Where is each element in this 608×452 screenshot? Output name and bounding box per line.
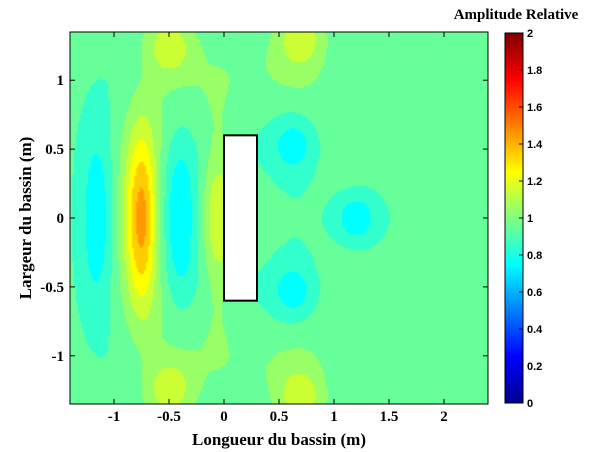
colorbar-tick-label: 0.8 — [527, 250, 542, 262]
y-tick-label: 0 — [57, 211, 65, 227]
colorbar-tick-label: 1 — [527, 213, 533, 225]
colorbar-tick-label: 1.8 — [527, 65, 542, 77]
x-tick-label: 1 — [330, 409, 338, 425]
y-axis-label: Largeur du bassin (m) — [16, 137, 35, 300]
colorbar-tick-label: 1.2 — [527, 176, 542, 188]
x-tick-label: -1 — [108, 409, 121, 425]
x-tick-label: 0.5 — [270, 409, 289, 425]
colorbar-tick-label: 2 — [527, 28, 533, 40]
y-tick-label: 1 — [57, 73, 65, 89]
y-axis-ticks: -1 -0.5 0 0.5 1 — [40, 73, 488, 365]
y-tick-label: -0.5 — [40, 280, 64, 296]
x-axis-label: Longueur du bassin (m) — [192, 430, 366, 449]
x-tick-label: 1.5 — [380, 409, 399, 425]
colorbar-tick-label: 0.4 — [527, 324, 543, 336]
obstacle-rect — [223, 134, 258, 302]
colorbar-tick-label: 0.6 — [527, 287, 542, 299]
amplitude-heatmap — [70, 32, 488, 404]
x-axis-ticks: -1 -0.5 0 0.5 1 1.5 2 — [108, 32, 448, 425]
colorbar-tick-label: 0 — [527, 398, 533, 410]
colorbar-tick-label: 0.2 — [527, 361, 542, 373]
y-tick-label: -1 — [52, 349, 65, 365]
colorbar-title: Amplitude Relative — [454, 7, 579, 23]
y-tick-label: 0.5 — [45, 142, 64, 158]
x-tick-label: 0 — [220, 409, 228, 425]
colorbar-tick-label: 1.6 — [527, 102, 542, 114]
x-tick-label: 2 — [440, 409, 448, 425]
x-tick-label: -0.5 — [157, 409, 181, 425]
colorbar-ticks: 0 0.2 0.4 0.6 0.8 1 1.2 1.4 1.6 1.8 2 — [519, 28, 543, 410]
colorbar-tick-label: 1.4 — [527, 139, 543, 151]
colorbar: Amplitude Relative 0 0.2 0.4 0.6 0.8 1 1.2 1.4 1… — [454, 7, 579, 410]
plot-area: -1 -0.5 0 0.5 1 1.5 2 -1 -0.5 0 0.5 1 — [40, 31, 489, 425]
